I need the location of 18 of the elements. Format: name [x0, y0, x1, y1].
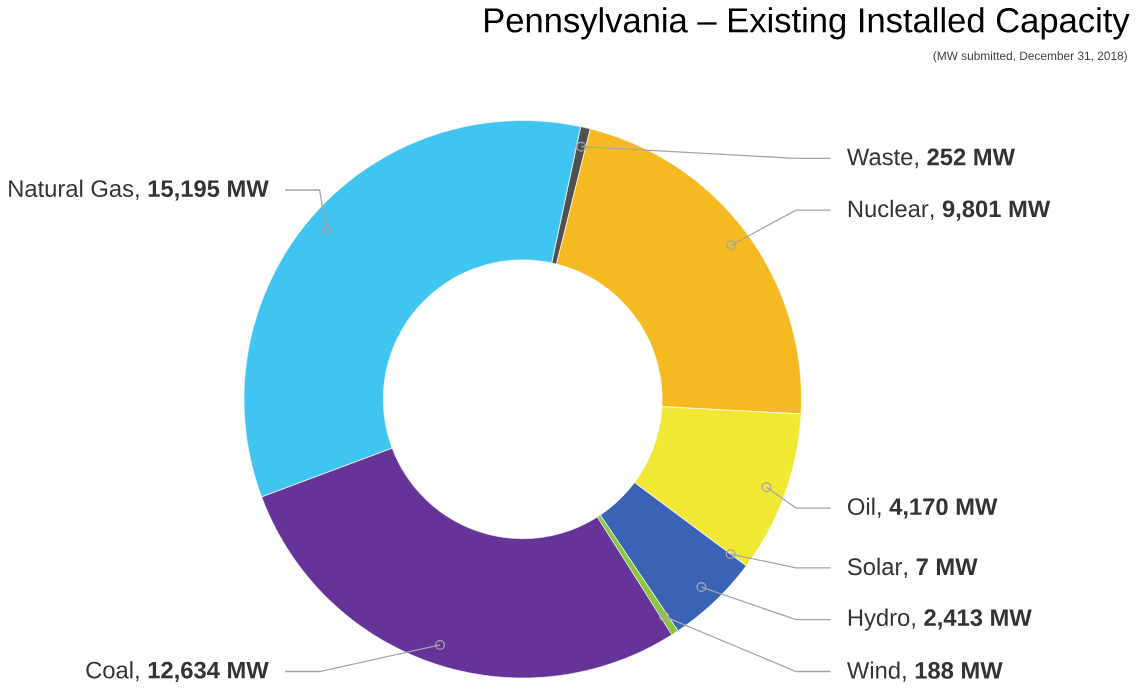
data-label: , 188 MW [903, 661, 1003, 682]
chart-subtitle: (MW submitted, December 31, 2018) [933, 51, 1127, 63]
slice-label: Hydro [848, 608, 910, 631]
slice-label: Waste [846, 148, 913, 166]
slice-label: Coal [86, 661, 133, 679]
data-label: , 9,801 MW [930, 200, 1051, 221]
slice-label: Wind [846, 661, 900, 679]
slice-label: Nuclear [848, 199, 929, 218]
chart-title: Pennsylvania – Existing Installed Capacity [485, 7, 1130, 40]
slice-label: Natural Gas [9, 179, 134, 197]
data-label: , 2,413 MW [912, 609, 1032, 630]
slice-label: Oil [848, 497, 875, 515]
slice-label: Solar [847, 557, 902, 576]
data-label: , 252 MW [915, 148, 1015, 169]
data-label: , 7 MW [904, 558, 978, 578]
data-label: , 4,170 MW [878, 498, 998, 519]
data-label: , 12,634 MW [136, 661, 269, 682]
data-label: , 15,195 MW [136, 180, 269, 201]
